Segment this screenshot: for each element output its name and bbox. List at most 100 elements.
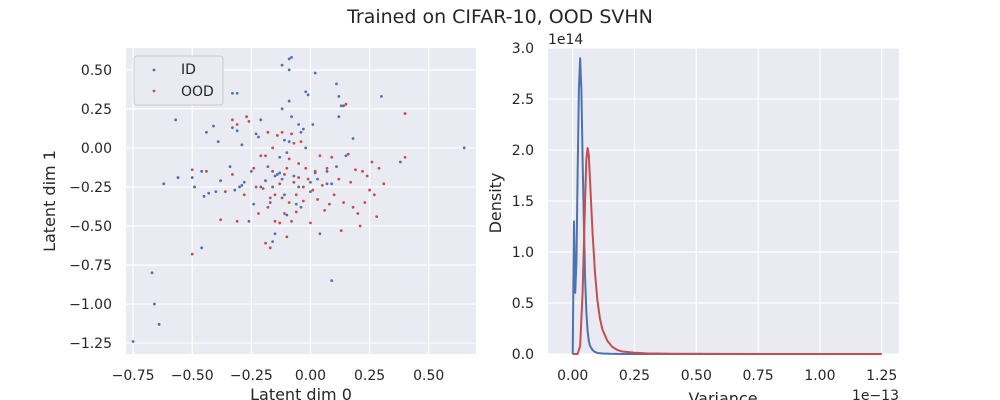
id-point [280, 177, 284, 181]
latent-scatter-xtick-label: 0.25 [354, 368, 385, 384]
id-point [330, 279, 334, 283]
latent-scatter-points [131, 55, 466, 343]
ood-point [261, 187, 265, 190]
ood-point [283, 212, 286, 215]
ood-point [294, 210, 298, 214]
id-point [219, 179, 222, 183]
id-point [214, 190, 218, 194]
id-point [131, 340, 135, 343]
ood-point [283, 173, 286, 176]
variance-density-ytick-label: 0.5 [512, 296, 534, 312]
variance-density-ytick-label: 2.0 [512, 143, 534, 159]
id-point [292, 174, 296, 178]
id-point [380, 94, 383, 98]
ood-point [368, 188, 371, 192]
variance-density-panel: 0.00 0.25 0.50 0.75 1.00 1.25 0.0 0.5 1.0 1.5 2.0… [486, 32, 899, 400]
id-point [285, 151, 289, 155]
ood-point [346, 152, 350, 156]
latent-scatter-xtick-label: −0.50 [171, 368, 214, 384]
id-point [271, 240, 275, 243]
id-point [268, 201, 272, 204]
id-point [174, 118, 178, 122]
id-point [280, 107, 284, 111]
id-point [351, 137, 355, 140]
latent-scatter-ytick-label: −1.00 [69, 297, 112, 313]
id-point [257, 135, 260, 139]
scatter-legend: ID OOD [133, 55, 224, 106]
ood-point [245, 115, 249, 119]
id-point [280, 63, 284, 67]
ood-point [370, 160, 374, 164]
latent-scatter-xtick-label: −0.75 [112, 368, 155, 384]
ood-point [377, 166, 381, 170]
id-point [247, 219, 251, 223]
id-point [212, 124, 215, 128]
ood-point [337, 177, 341, 181]
id-point [306, 93, 310, 97]
id-point [337, 115, 341, 119]
id-point [335, 165, 338, 169]
id-point [318, 232, 322, 236]
latent-scatter-xtick-label: −0.25 [230, 368, 273, 384]
ood-point [275, 134, 279, 137]
ood-point [332, 193, 336, 197]
id-point [216, 140, 220, 144]
ood-point [231, 173, 234, 176]
id-point [259, 185, 263, 189]
ood-point [365, 174, 369, 178]
ood-point [299, 140, 303, 144]
latent-scatter-grid [126, 48, 476, 354]
ood-point [323, 208, 327, 212]
ood-point [325, 166, 329, 170]
ood-point [351, 205, 355, 209]
ood-point [285, 235, 289, 239]
legend-box [133, 55, 224, 106]
id-point [242, 180, 246, 184]
ood-point [342, 201, 345, 204]
x-scale-offset-label: 1e−13 [852, 388, 899, 400]
id-point [287, 99, 291, 103]
ood-point [268, 246, 272, 250]
id-point [264, 179, 267, 183]
variance-density-xtick-label: 0.00 [557, 368, 588, 384]
ood-point [290, 219, 293, 223]
id-point [304, 90, 308, 94]
id-point [200, 246, 204, 250]
figure-title: Trained on CIFAR-10, OOD SVHN [346, 6, 653, 28]
ood-point [304, 166, 308, 170]
latent-scatter-ytick-label: −0.50 [69, 219, 112, 235]
ood-point [235, 219, 239, 223]
ood-point [242, 193, 246, 197]
ood-point [306, 177, 310, 181]
variance-density-yticks: 0.0 0.5 1.0 1.5 2.0 2.5 3.0 [512, 41, 534, 363]
id-point [157, 322, 161, 326]
ood-point [231, 118, 234, 122]
variance-density-xtick-label: 0.75 [743, 368, 774, 384]
id-point [240, 143, 244, 147]
legend-ood-label: OOD [181, 84, 214, 100]
id-point [299, 205, 303, 209]
latent-scatter-xlabel: Latent dim 0 [250, 385, 352, 400]
latent-scatter-ytick-label: 0.00 [81, 141, 112, 157]
ood-point [219, 218, 222, 222]
latent-scatter-panel: −0.75 −0.50 −0.25 0.00 0.25 0.50 0.50 0.25 0.00… [40, 48, 476, 400]
id-point [285, 213, 289, 217]
ood-point [266, 130, 270, 134]
ood-point [273, 193, 277, 197]
variance-density-ytick-label: 3.0 [512, 41, 534, 57]
ood-point [271, 169, 275, 173]
latent-scatter-ytick-label: −0.25 [69, 180, 112, 196]
id-point [313, 71, 317, 75]
ood-point [356, 212, 360, 215]
latent-scatter-yticks: 0.50 0.25 0.00 −0.25 −0.50 −0.75 −1.00 −1.25 [69, 63, 112, 352]
ood-point [247, 119, 251, 123]
id-point [249, 169, 253, 173]
id-point [304, 146, 308, 150]
id-point [233, 188, 237, 192]
id-point [240, 183, 244, 187]
id-point [290, 55, 293, 59]
id-point [398, 160, 402, 164]
variance-density-xtick-label: 0.50 [681, 368, 712, 384]
ood-point [318, 154, 322, 158]
